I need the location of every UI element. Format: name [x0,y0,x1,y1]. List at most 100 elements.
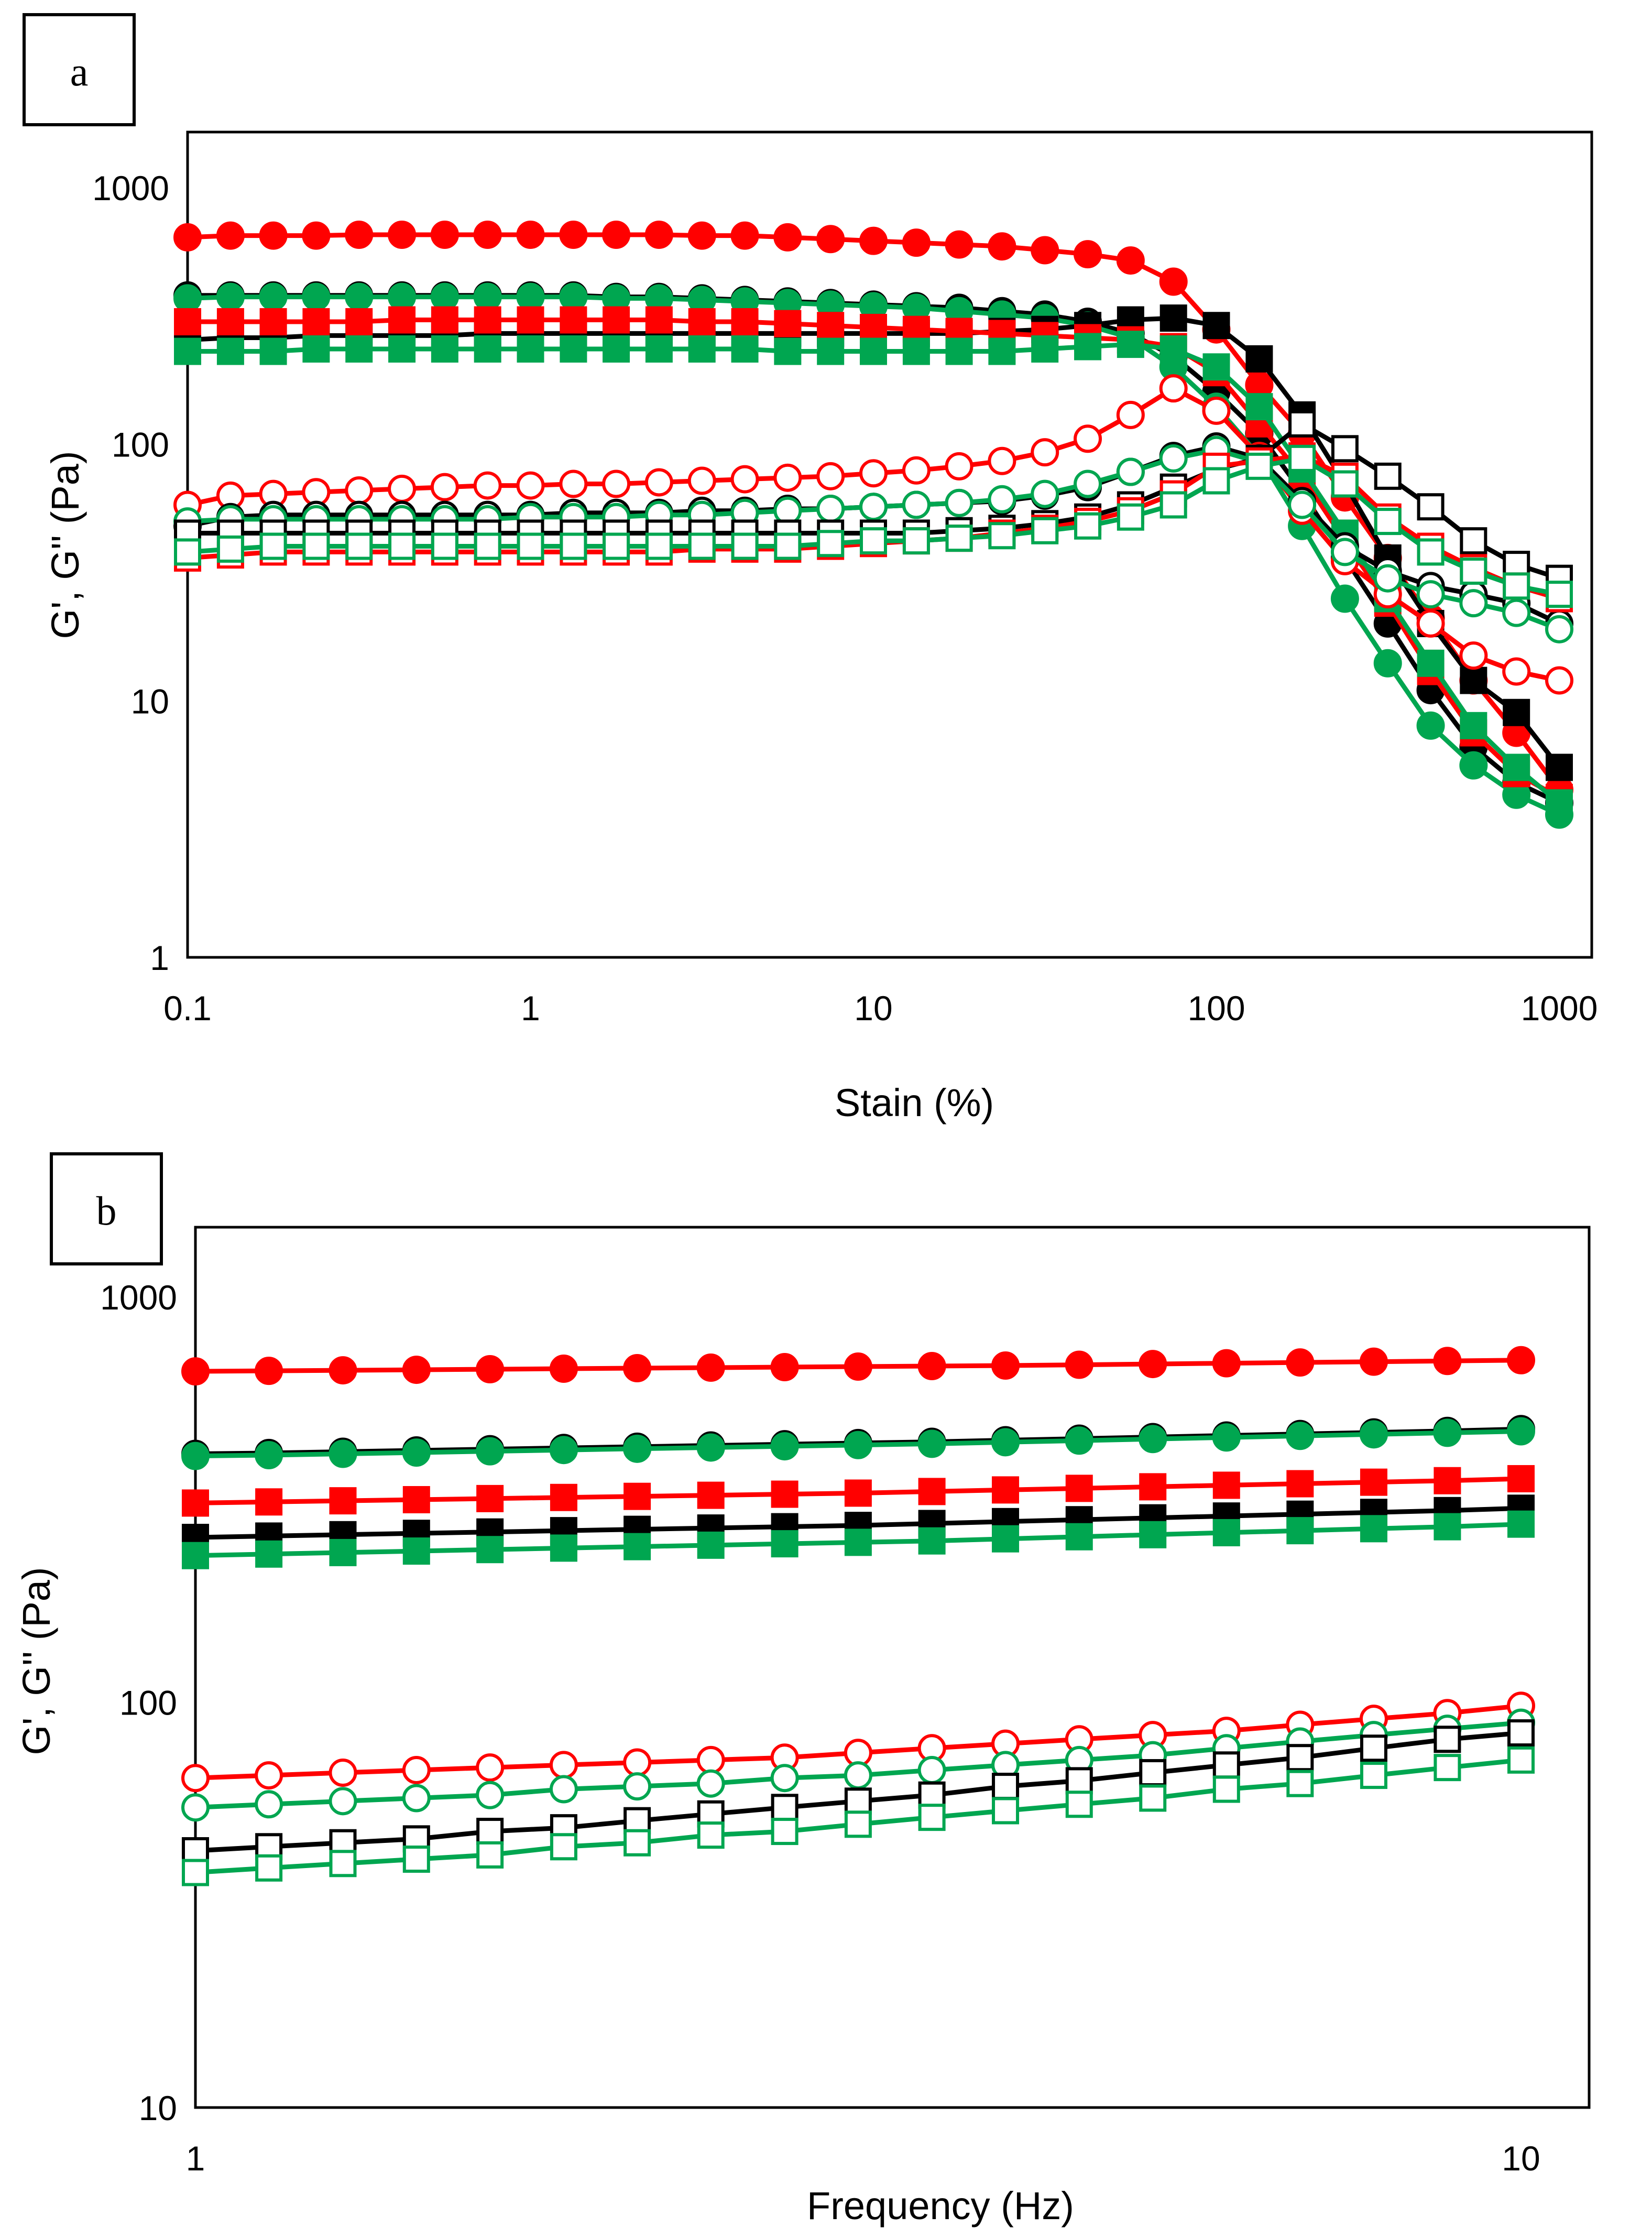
data-point [1546,754,1573,781]
data-point [859,459,888,488]
x-tick-label: 10 [854,989,892,1028]
data-point [402,1846,430,1873]
data-point [844,1431,872,1459]
data-point [1116,400,1145,429]
data-point [1031,438,1059,467]
data-point [255,1488,283,1516]
data-point [255,1790,283,1819]
data-point [476,1781,505,1809]
data-point [1507,1465,1535,1492]
y-tick-label: 10 [139,2089,177,2127]
data-point [992,1525,1020,1553]
data-point [1159,374,1188,403]
data-point [602,470,631,498]
data-point [476,1536,504,1564]
data-point [181,1764,210,1793]
data-point [182,1859,209,1886]
data-point [859,493,888,521]
y-tick-label: 100 [119,1684,177,1722]
series-g-green-sq [182,1510,1535,1569]
data-point [560,306,587,334]
data-point [1434,1754,1461,1782]
series-group-b [181,1346,1535,1886]
data-point [1065,1350,1093,1379]
data-point [860,313,887,341]
data-point [1202,312,1230,340]
data-point [731,532,759,560]
data-point [329,1487,357,1515]
data-point [1507,1510,1535,1538]
data-point [302,335,330,363]
data-point [771,1794,798,1821]
data-point [388,306,416,334]
data-point [1159,304,1187,332]
data-point [1416,580,1445,609]
data-point [1202,467,1230,495]
data-point [329,1356,357,1385]
data-point [644,220,673,249]
data-point [431,306,458,334]
data-point [402,1784,431,1813]
data-point [860,527,887,555]
data-point [774,337,802,365]
data-point [173,223,202,252]
data-point [1507,1346,1535,1374]
data-point [345,220,374,249]
data-point [1460,712,1487,739]
data-point [902,527,930,555]
data-point [731,308,759,336]
data-point [1065,1426,1093,1455]
data-point [696,1769,725,1798]
data-point [988,337,1016,365]
data-point [770,1353,799,1382]
data-point [945,452,973,481]
data-point [550,1483,577,1511]
data-point [1286,1470,1314,1498]
y-tick-label: 10 [131,682,169,720]
data-point [902,337,930,365]
data-point [902,490,931,519]
data-point [1139,1425,1167,1454]
data-point [1459,589,1488,618]
data-point [1507,1746,1535,1774]
data-point [1503,698,1530,726]
data-point [1286,1744,1314,1772]
data-point [1286,1517,1314,1545]
data-point [1212,1751,1240,1779]
data-point [770,1432,799,1461]
data-point [474,335,501,363]
data-point [817,312,845,340]
data-point [1212,1471,1240,1499]
data-point [859,226,888,255]
x-axis-title-b: Frequency (Hz) [807,2184,1074,2228]
data-point [1139,1521,1167,1548]
data-point [255,1854,283,1882]
data-point [1288,444,1316,472]
data-point [1212,1775,1240,1803]
data-point [345,532,373,560]
data-point [623,1434,652,1463]
data-point [988,232,1016,261]
data-point [771,1530,798,1558]
y-tick-label: 1 [150,938,169,977]
data-point [1330,584,1359,613]
data-point [1245,345,1273,373]
data-point [1159,491,1187,519]
data-point [181,1793,210,1822]
data-point [1286,1770,1314,1797]
data-point [402,1756,431,1785]
data-point [696,1433,725,1462]
data-point [182,1837,209,1865]
data-point [1373,649,1402,678]
data-point [1031,517,1059,544]
y-tick-label: 1000 [92,169,169,208]
data-point [550,1833,577,1861]
data-point [1074,240,1102,269]
data-point [1139,1784,1167,1812]
data-point [1074,470,1102,498]
data-point [902,456,931,485]
data-point [473,282,502,311]
data-point [259,337,287,365]
data-point [329,1439,357,1468]
